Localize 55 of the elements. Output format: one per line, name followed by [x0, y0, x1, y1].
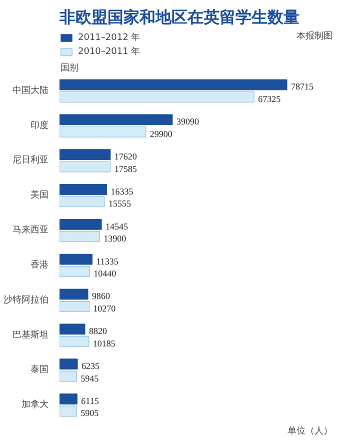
y-tick-label: 美国: [30, 190, 48, 201]
y-tick-label: 加拿大: [22, 399, 48, 410]
data-label: 17620: [114, 152, 138, 162]
bar: [60, 184, 107, 195]
bar: [60, 126, 146, 138]
legend-label: 2010–2011 年: [78, 46, 140, 58]
bar: [60, 161, 111, 172]
data-label: 29900: [150, 128, 173, 139]
y-tick-label: 香港: [30, 259, 48, 270]
data-label: 78715: [291, 82, 314, 92]
data-label: 5945: [80, 373, 100, 384]
bar: [60, 266, 90, 277]
data-label: 9860: [92, 291, 110, 302]
bar: [60, 254, 93, 265]
y-tick-label: 中国大陆: [12, 84, 48, 96]
y-axis-title: 国别: [60, 62, 78, 74]
data-label: 6115: [81, 396, 100, 406]
y-tick-label: 巴基斯坦: [12, 329, 48, 340]
bar: [60, 196, 105, 208]
legend-label: 2011–2012 年: [78, 32, 140, 44]
chart-title: 非欧盟国家和地区在英留学生数量: [58, 8, 300, 26]
data-label: 15555: [108, 198, 132, 209]
bar: [60, 394, 78, 404]
bar: [60, 79, 288, 90]
data-label: 16335: [110, 186, 134, 196]
bar: [60, 114, 173, 126]
data-label: 10185: [92, 338, 116, 348]
bar: [60, 358, 78, 370]
data-label: 11335: [96, 256, 119, 266]
data-label: 17585: [114, 164, 138, 174]
data-label: 10440: [94, 268, 117, 279]
y-tick-label: 沙特阿拉伯: [4, 294, 48, 306]
y-tick-label: 泰国: [30, 364, 48, 376]
y-tick-label: 马来西亚: [12, 224, 48, 236]
bar: [60, 336, 90, 347]
y-tick-label: 印度: [30, 120, 48, 131]
data-label: 13900: [104, 234, 127, 244]
data-label: 14545: [106, 221, 129, 232]
bar: [60, 370, 77, 382]
bar: [60, 149, 111, 160]
bar: [60, 231, 100, 242]
bar: [60, 406, 77, 417]
text: 单位（人）: [288, 426, 332, 436]
bar: [60, 301, 90, 312]
data-label: 8820: [88, 326, 108, 336]
bar: [60, 324, 86, 335]
bar: [60, 288, 88, 300]
data-label: 67325: [258, 94, 282, 104]
bar: [60, 92, 254, 102]
y-tick-label: 尼日利亚: [12, 154, 48, 166]
data-label: 6235: [82, 361, 100, 372]
data-label: 5905: [80, 408, 100, 418]
data-label: 39090: [176, 116, 200, 127]
data-label: 10270: [93, 303, 116, 314]
bar: [60, 218, 102, 230]
